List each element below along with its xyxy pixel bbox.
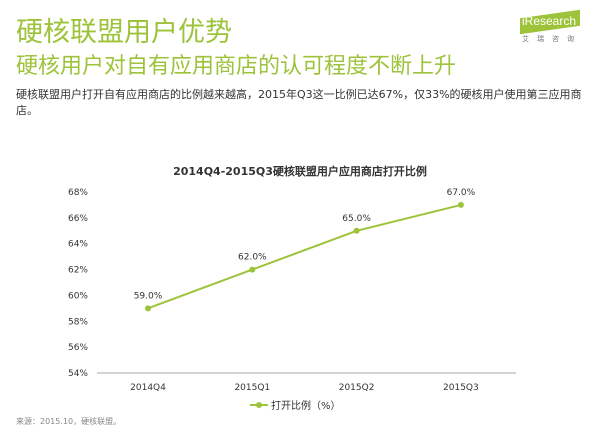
y-tick-label: 54% (68, 369, 88, 379)
y-tick-label: 64% (68, 240, 88, 250)
data-label: 59.0% (134, 291, 163, 301)
x-tick-label: 2015Q3 (443, 383, 479, 393)
page-title: 硬核联盟用户优势 (16, 17, 232, 48)
data-point (457, 201, 464, 208)
data-label: 65.0% (342, 214, 371, 224)
x-tick-label: 2015Q2 (339, 383, 375, 393)
series-line (147, 203, 462, 310)
data-label: 67.0% (447, 188, 476, 198)
description: 硬核联盟用户打开自有应用商店的比例越来越高，2015年Q3这一比例已达67%，仅… (16, 88, 582, 117)
data-point (145, 305, 151, 312)
source-note: 来源：2015.10，硬核联盟。 (16, 417, 122, 426)
y-tick-label: 66% (68, 214, 88, 224)
chart-title: 2014Q4-2015Q3硬核联盟用户应用商店打开比例 (173, 164, 427, 178)
x-tick-label: 2015Q1 (234, 383, 270, 393)
legend-marker (256, 402, 262, 408)
x-tick-label: 2014Q4 (130, 383, 166, 393)
page-subtitle: 硬核用户对自有应用商店的认可程度不断上升 (16, 54, 457, 79)
legend-label: 打开比例（%） (271, 399, 341, 412)
y-tick-label: 60% (68, 291, 88, 301)
iresearch-logo: iResearch 艾瑞咨询 (516, 9, 584, 43)
y-tick-label: 68% (68, 188, 88, 198)
legend: 打开比例（%） (250, 399, 341, 412)
data-point (353, 227, 360, 234)
data-point (249, 266, 256, 273)
data-label: 62.0% (238, 253, 267, 263)
y-tick-label: 56% (68, 343, 88, 353)
y-tick-label: 58% (68, 317, 88, 327)
y-tick-label: 62% (68, 266, 88, 276)
